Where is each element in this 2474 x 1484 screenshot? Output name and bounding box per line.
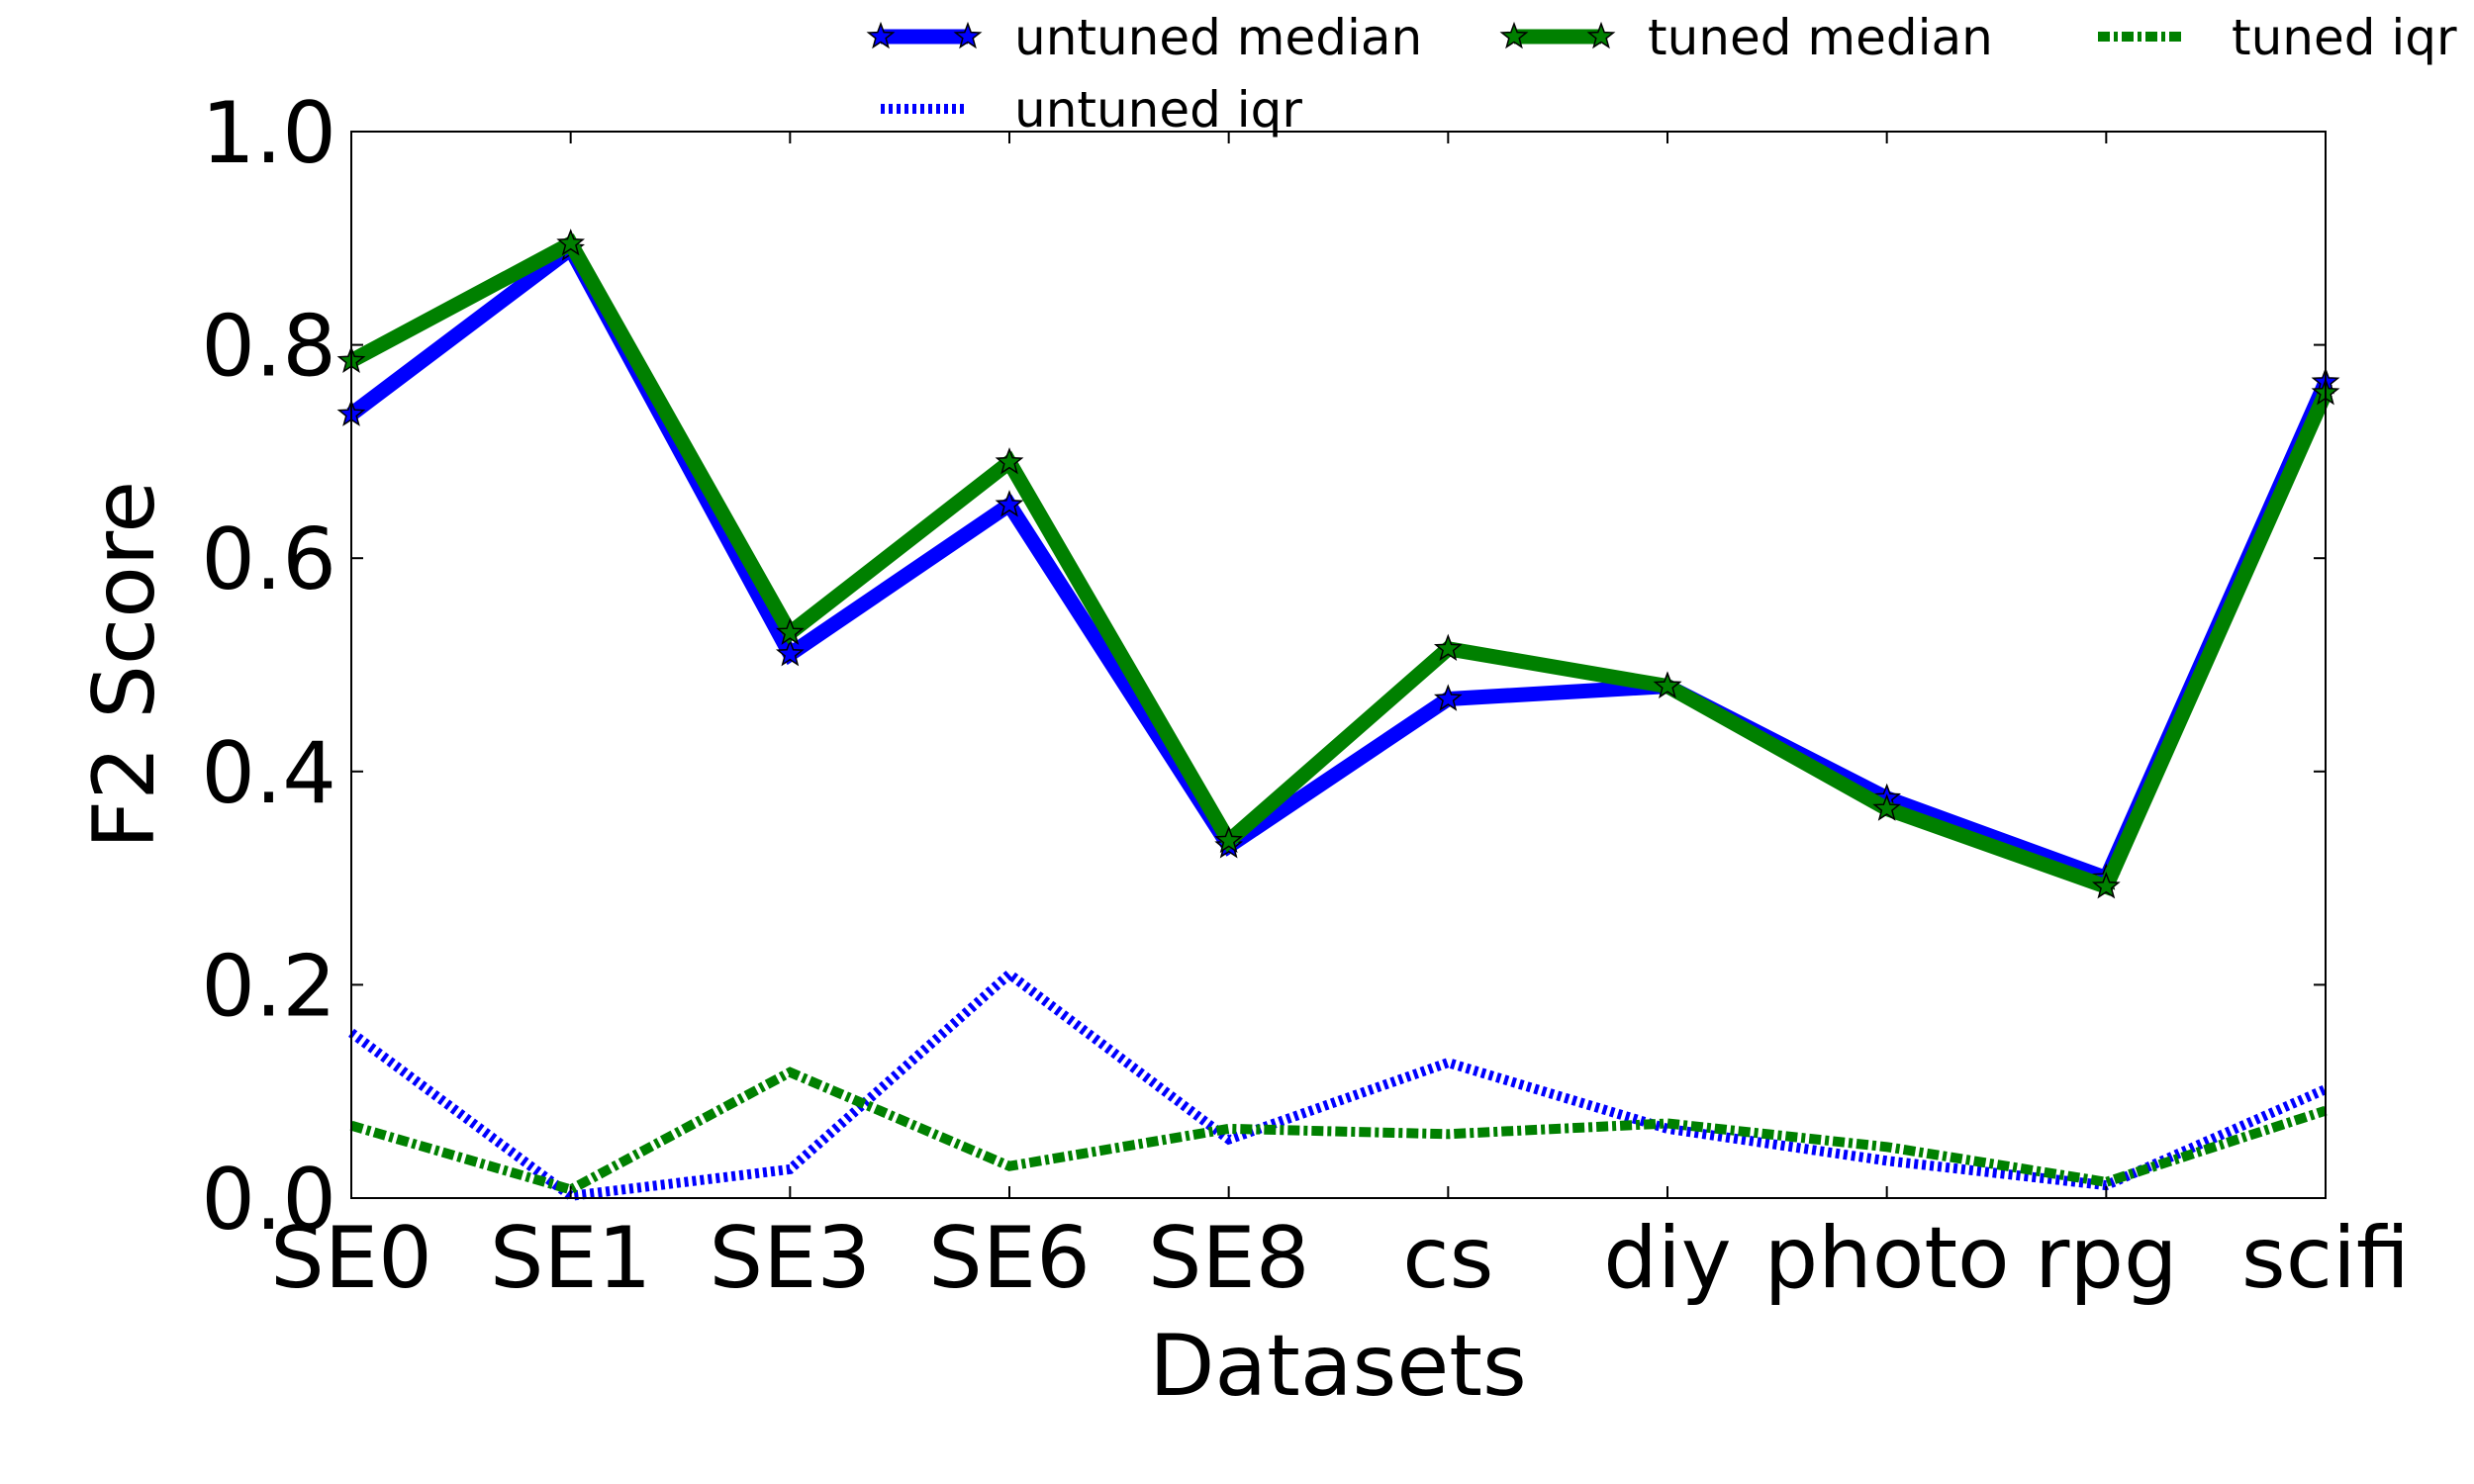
legend: untuned median tuned median tuned iqr untun…	[866, 9, 2457, 139]
y-tick-label: 0.8	[201, 298, 336, 397]
series-untuned-iqr	[348, 968, 2329, 1202]
axis-ticks	[350, 131, 2327, 1199]
y-tick-label: 0.0	[201, 1151, 336, 1250]
y-tick-label: 0.4	[201, 724, 336, 823]
series-line-untuned-iqr	[348, 968, 2329, 1202]
legend-entry-tuned-median: tuned median	[1499, 9, 1993, 66]
x-tick-label-se8: SE8	[1148, 1209, 1310, 1308]
legend-label-untuned-median: untuned median	[1014, 9, 1422, 66]
x-tick-label-photo: photo	[1764, 1209, 2010, 1308]
x-tick-label-rpg: rpg	[2035, 1209, 2178, 1308]
series-line-untuned-median	[346, 237, 2332, 888]
legend-entry-tuned-iqr: tuned iqr	[2098, 9, 2457, 66]
legend-label-tuned-median: tuned median	[1648, 9, 1993, 66]
series-tuned-median	[336, 229, 2340, 899]
legend-marker	[866, 21, 896, 49]
data-point-untuned-median-cs	[1434, 684, 1463, 711]
data-point-tuned-median-se8	[1214, 825, 1243, 854]
series-layer	[336, 229, 2340, 1202]
legend-entry-untuned-iqr: untuned iqr	[881, 81, 1302, 139]
x-tick-label-se0: SE0	[270, 1209, 432, 1308]
series-tuned-iqr	[349, 1067, 2328, 1195]
legend-entry-untuned-median: untuned median	[866, 9, 1422, 66]
data-point-tuned-median-se3	[776, 617, 805, 645]
legend-marker	[1499, 21, 1529, 49]
legend-marker	[953, 21, 983, 49]
series-line-tuned-iqr	[349, 1067, 2328, 1195]
x-tick-label-scifi: scifi	[2241, 1209, 2410, 1308]
y-tick-label: 0.2	[201, 937, 336, 1036]
x-tick-label-se6: SE6	[928, 1209, 1091, 1308]
x-tick-label-diy: diy	[1603, 1209, 1731, 1308]
data-point-tuned-median-se1	[556, 229, 585, 256]
data-point-tuned-median-photo	[1872, 793, 1902, 821]
data-point-untuned-median-se3	[775, 639, 805, 667]
x-tick-label-se1: SE1	[490, 1209, 652, 1308]
data-point-untuned-median-se6	[995, 490, 1024, 517]
x-axis-title: Datasets	[1149, 1317, 1527, 1416]
series-line-tuned-median	[347, 233, 2332, 896]
axis-tick-labels: 0.0 0.2 0.4 0.6 0.8 1.0 SE0 SE1 SE3 SE6 SE8 cs diy ph…	[201, 84, 2410, 1308]
data-point-tuned-median-diy	[1653, 671, 1682, 698]
legend-marker	[1586, 21, 1616, 49]
y-axis-title: F2 Score	[75, 481, 174, 849]
plot-frame	[350, 131, 2327, 1199]
x-tick-label-cs: cs	[1402, 1209, 1493, 1308]
data-point-tuned-median-rpg	[2091, 872, 2121, 899]
legend-label-tuned-iqr: tuned iqr	[2232, 9, 2457, 66]
x-tick-label-se3: SE3	[710, 1209, 872, 1308]
legend-label-untuned-iqr: untuned iqr	[1014, 81, 1302, 139]
y-tick-label: 1.0	[201, 84, 336, 183]
series-untuned-median	[336, 233, 2340, 890]
data-point-tuned-median-cs	[1433, 633, 1463, 662]
data-point-tuned-median-se6	[995, 447, 1024, 475]
y-tick-label: 0.6	[201, 510, 336, 609]
